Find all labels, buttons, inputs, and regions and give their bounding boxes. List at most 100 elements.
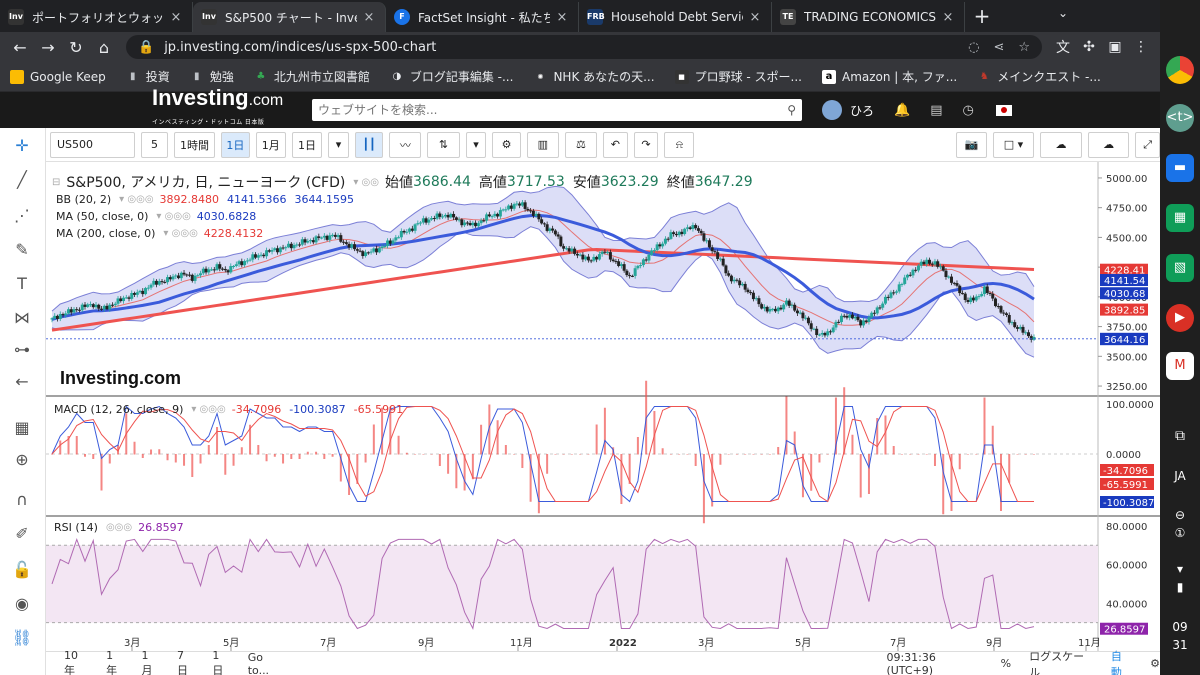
alert-icon[interactable]: ⍾ xyxy=(664,131,695,158)
collapse-icon[interactable]: ⊟ xyxy=(52,176,61,188)
zoom-icon[interactable]: ⊕ xyxy=(15,450,29,469)
pencil-lock-icon[interactable]: ✐ xyxy=(15,524,29,543)
log-scale-toggle[interactable]: ログスケール xyxy=(1029,649,1085,675)
percent-toggle[interactable]: % xyxy=(1000,657,1012,670)
user-name[interactable]: ひろ xyxy=(850,103,875,118)
fullscreen-icon[interactable]: ⤢ xyxy=(1135,131,1160,158)
search-icon[interactable]: ⚲ xyxy=(787,103,796,117)
gear-icon[interactable]: ⚙ xyxy=(1150,657,1160,670)
browser-tab-active[interactable]: Inv S&P500 チャート - Investing × xyxy=(193,2,386,32)
close-icon[interactable]: × xyxy=(942,9,954,25)
bookmark-folder[interactable]: ▮ 投資 xyxy=(126,68,170,85)
indicator-bars-icon[interactable]: ▦ xyxy=(14,418,30,437)
measure-icon[interactable]: ⊶ xyxy=(14,340,30,359)
bookmark-item[interactable]: a Amazon | 本, ファ... xyxy=(821,68,957,85)
interval-number[interactable]: 5 xyxy=(141,131,168,158)
line-chart-icon[interactable]: 〰 xyxy=(389,131,422,158)
gear-icon[interactable]: ⚙ xyxy=(492,131,521,158)
chart-canvas[interactable]: 5000.004750.004500.004250.004000.003750.… xyxy=(46,162,1160,651)
chart-area[interactable]: 5000.004750.004500.004250.004000.003750.… xyxy=(46,162,1160,675)
lock-icon[interactable]: 🔓 xyxy=(12,560,32,579)
bookmark-item[interactable]: ■ プロ野球 - スポー... xyxy=(674,68,802,85)
bookmark-folder[interactable]: ▮ 勉強 xyxy=(190,68,234,85)
redo-icon[interactable]: ↷ xyxy=(633,131,659,158)
settings-icon[interactable]: ▾ ◎◎◎ xyxy=(191,404,226,415)
chevron-down-icon[interactable]: ▾ xyxy=(328,131,349,158)
settings-icon[interactable]: ◎◎◎ xyxy=(105,522,133,533)
settings-icon[interactable]: ▾ ◎◎◎ xyxy=(156,211,191,222)
browser-tab[interactable]: Inv ポートフォリオとウォッチ × xyxy=(0,2,193,32)
bookmark-item[interactable]: ◑ ブログ記事編集 -... xyxy=(390,68,513,85)
status-icons[interactable]: ⊖ ① xyxy=(1174,508,1186,540)
clock-icon[interactable]: ◷ xyxy=(962,102,974,118)
goto-link[interactable]: Go to... xyxy=(247,650,270,675)
sidebar-icon[interactable]: ▣ xyxy=(1108,39,1122,55)
bookmark-item[interactable]: ✺ NHK あなたの天... xyxy=(533,68,655,85)
camera-icon[interactable]: 📷 xyxy=(956,131,987,158)
close-icon[interactable]: × xyxy=(170,9,182,25)
fib-icon[interactable]: ⋰ xyxy=(14,206,30,225)
cloud-save-icon[interactable]: ☁ xyxy=(1087,131,1130,158)
portfolio-icon[interactable]: ▤ xyxy=(930,102,943,118)
browser-tab[interactable]: TE TRADING ECONOMICS | 20 × xyxy=(772,2,965,32)
brush-icon[interactable]: ✎ xyxy=(15,240,29,259)
youtube-icon[interactable]: ▶ xyxy=(1166,304,1194,332)
studies-icon[interactable]: ▥ xyxy=(526,131,559,158)
settings-icon[interactable]: ▾ ◎◎◎ xyxy=(119,194,154,205)
gmail-icon[interactable]: M xyxy=(1166,352,1194,380)
search-input[interactable] xyxy=(318,103,788,117)
reload-icon[interactable]: ↻ xyxy=(69,37,83,57)
japan-flag-icon[interactable] xyxy=(995,104,1012,116)
browser-tab[interactable]: FRB Household Debt Service an × xyxy=(579,2,772,32)
avatar[interactable] xyxy=(822,100,842,120)
close-icon[interactable]: × xyxy=(749,9,761,25)
range-10y[interactable]: 10年 xyxy=(64,649,78,675)
interval-1h[interactable]: 1時間 xyxy=(173,131,216,158)
bookmark-item[interactable]: ♣ 北九州市立図書館 xyxy=(254,68,370,85)
chrome-icon[interactable] xyxy=(1166,56,1194,84)
range-1d[interactable]: 1日 xyxy=(212,649,224,675)
translate-icon[interactable]: 文 xyxy=(1056,40,1070,56)
crosshair-icon[interactable]: ✛ xyxy=(15,136,29,155)
indicator-icon[interactable]: ⇅ xyxy=(427,131,460,158)
layout-select[interactable]: □ ▾ xyxy=(992,131,1035,158)
site-logo[interactable]: Investing.com インベスティング・ドットコム 日本版 xyxy=(152,86,302,134)
interval-1m[interactable]: 1月 xyxy=(255,131,286,158)
screenshot-icon[interactable]: ⧉ xyxy=(1175,428,1185,444)
link-icon[interactable]: ⛓ xyxy=(11,628,33,647)
home-icon[interactable]: ⌂ xyxy=(98,37,110,57)
back-arrow-icon[interactable]: ← xyxy=(13,37,27,57)
bell-icon[interactable]: 🔔 xyxy=(894,102,911,118)
sheets-icon[interactable]: ▦ xyxy=(1166,204,1194,232)
pattern-icon[interactable]: ⋈ xyxy=(14,308,30,327)
settings-icon[interactable]: ▾ ◎◎◎ xyxy=(163,228,198,239)
bookmark-item[interactable]: ♞ メインクエスト -... xyxy=(977,68,1101,85)
auto-scale-toggle[interactable]: 自動 xyxy=(1110,649,1122,675)
browser-tab[interactable]: F FactSet Insight - 私たちの × xyxy=(386,2,579,32)
terminal-icon[interactable]: <t> xyxy=(1166,104,1194,132)
files-icon[interactable]: ▬ xyxy=(1166,154,1194,182)
tab-search-chevron-icon[interactable]: ⌄ xyxy=(1057,6,1068,20)
symbol-input[interactable]: US500 xyxy=(50,131,136,158)
close-icon[interactable]: × xyxy=(556,9,568,25)
star-icon[interactable]: ☆ xyxy=(1018,39,1030,55)
sheets-alt-icon[interactable]: ▧ xyxy=(1166,254,1194,282)
candlestick-icon[interactable]: ┃┃ xyxy=(354,131,384,158)
share-icon[interactable]: ⋖ xyxy=(993,39,1005,55)
trendline-icon[interactable]: ╱ xyxy=(17,170,27,189)
url-field[interactable]: 🔒 jp.investing.com/indices/us-spx-500-ch… xyxy=(126,35,1042,59)
cloud-load-icon[interactable]: ☁ xyxy=(1040,131,1082,158)
eye-icon[interactable]: ◉ xyxy=(15,594,29,613)
range-1m[interactable]: 1月 xyxy=(141,649,153,675)
back-arrow-icon[interactable]: ← xyxy=(15,372,29,391)
magnet-icon[interactable]: ∩ xyxy=(16,490,28,509)
close-icon[interactable]: × xyxy=(363,9,375,25)
text-icon[interactable]: T xyxy=(17,274,27,293)
compare-icon[interactable]: ⚖ xyxy=(564,131,598,158)
network-icons[interactable]: ▾ ▮ xyxy=(1176,562,1184,594)
forward-arrow-icon[interactable]: → xyxy=(41,37,55,57)
eye-off-icon[interactable]: ◌ xyxy=(968,39,980,55)
extensions-icon[interactable]: ✣ xyxy=(1083,39,1095,55)
interval-select[interactable]: 1日 xyxy=(291,131,323,158)
chevron-down-icon[interactable]: ▾ xyxy=(465,131,487,158)
